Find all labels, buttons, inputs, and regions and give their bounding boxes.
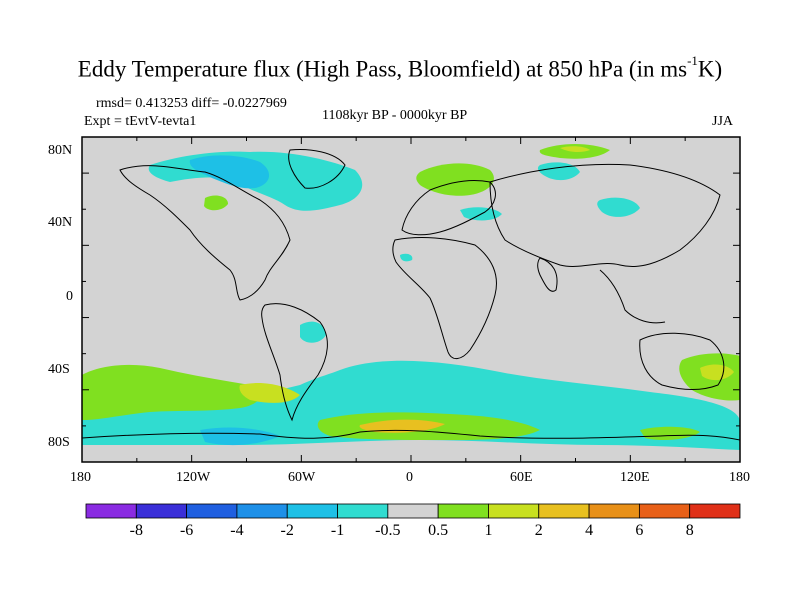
coastlines: [82, 149, 740, 441]
field-tropics-negative: [300, 321, 326, 343]
colorbar-label: 6: [635, 522, 644, 539]
coast-australia: [639, 332, 725, 390]
colorbar-label: 2: [534, 522, 543, 539]
stats-text: rmsd= 0.413253 diff= -0.0227969: [96, 96, 287, 111]
field-southern-positive-west-yellow: [239, 383, 300, 403]
coast-europe: [401, 179, 496, 236]
coast-antarctica: [82, 429, 740, 441]
lat-label-40n: 40N: [48, 215, 73, 230]
lon-label-120w: 120W: [176, 470, 211, 485]
colorbar-label: 8: [685, 522, 694, 539]
colorbar-label: 4: [585, 522, 594, 539]
field-antarctic-negative: [200, 427, 280, 446]
lat-label-80s: 80S: [48, 435, 70, 450]
coast-south-america: [261, 303, 328, 422]
colorbar-swatch: [85, 503, 137, 519]
field-indian-ocean-negative: [600, 402, 668, 420]
coast-southeast-asia: [599, 269, 666, 324]
coast-asia: [489, 163, 721, 268]
colorbar-swatch: [689, 503, 741, 519]
coast-greenland: [288, 149, 346, 189]
lon-label-60w: 60W: [288, 470, 316, 485]
colorbar-swatch: [638, 503, 691, 519]
season-label: JJA: [712, 114, 734, 129]
lon-label-120e: 120E: [620, 470, 650, 485]
lon-label-60e: 60E: [510, 470, 533, 485]
map-title: Eddy Temperature flux (High Pass, Bloomf…: [77, 53, 723, 82]
period-label: 1108kyr BP - 0000kyr BP: [322, 108, 468, 123]
lat-label-equator: 0: [66, 289, 73, 304]
field-australia-yellow: [700, 364, 734, 381]
field-central-asia-negative: [597, 197, 640, 217]
colorbar-swatch: [437, 503, 489, 519]
field-south-pacific-positive: [640, 426, 700, 440]
field-pacific-positive: [204, 195, 228, 211]
colorbar-swatch: [135, 503, 188, 519]
colorbar-swatch: [186, 503, 238, 519]
colorbar-label: -1: [330, 522, 345, 539]
lon-label-180w: 180: [70, 470, 91, 485]
coast-india: [537, 257, 558, 292]
colorbar-label: 0.5: [428, 522, 449, 539]
colorbar-label: -6: [179, 522, 194, 539]
field-southern-ocean-negative: [82, 360, 740, 450]
colorbar-label: -2: [280, 522, 294, 539]
colorbar-label: -0.5: [375, 522, 401, 539]
colorbar-swatch: [387, 503, 439, 519]
colorbar-label: 1: [484, 522, 493, 539]
lat-label-80n: 80N: [48, 143, 73, 158]
anomaly-fields: [82, 144, 740, 450]
colorbar-swatch: [236, 503, 288, 519]
experiment-label: Expt = tEvtV-tevta1: [84, 114, 197, 129]
lat-label-40s: 40S: [48, 362, 70, 377]
coast-africa: [392, 237, 497, 359]
field-siberia-negative: [537, 162, 580, 181]
lon-label-180e: 180: [729, 470, 750, 485]
axis-ticks: [81, 136, 741, 463]
lon-label-0: 0: [406, 470, 413, 485]
field-greenland-negative: [189, 155, 270, 189]
colorbar-swatch: [538, 503, 590, 519]
field-tropics-negative-2: [400, 253, 413, 262]
colorbar-swatch: [488, 503, 540, 519]
colorbar-label: -8: [129, 522, 143, 539]
field-arctic-positive-yellow: [560, 146, 590, 153]
colorbar-swatch: [588, 503, 640, 519]
field-south-atlantic-orange: [359, 419, 445, 433]
colorbar: [85, 503, 741, 519]
coast-north-america: [119, 165, 291, 301]
colorbar-swatch: [337, 503, 389, 519]
colorbar-label: -4: [230, 522, 244, 539]
colorbar-swatch: [286, 503, 338, 519]
field-southern-positive-west: [82, 364, 261, 420]
